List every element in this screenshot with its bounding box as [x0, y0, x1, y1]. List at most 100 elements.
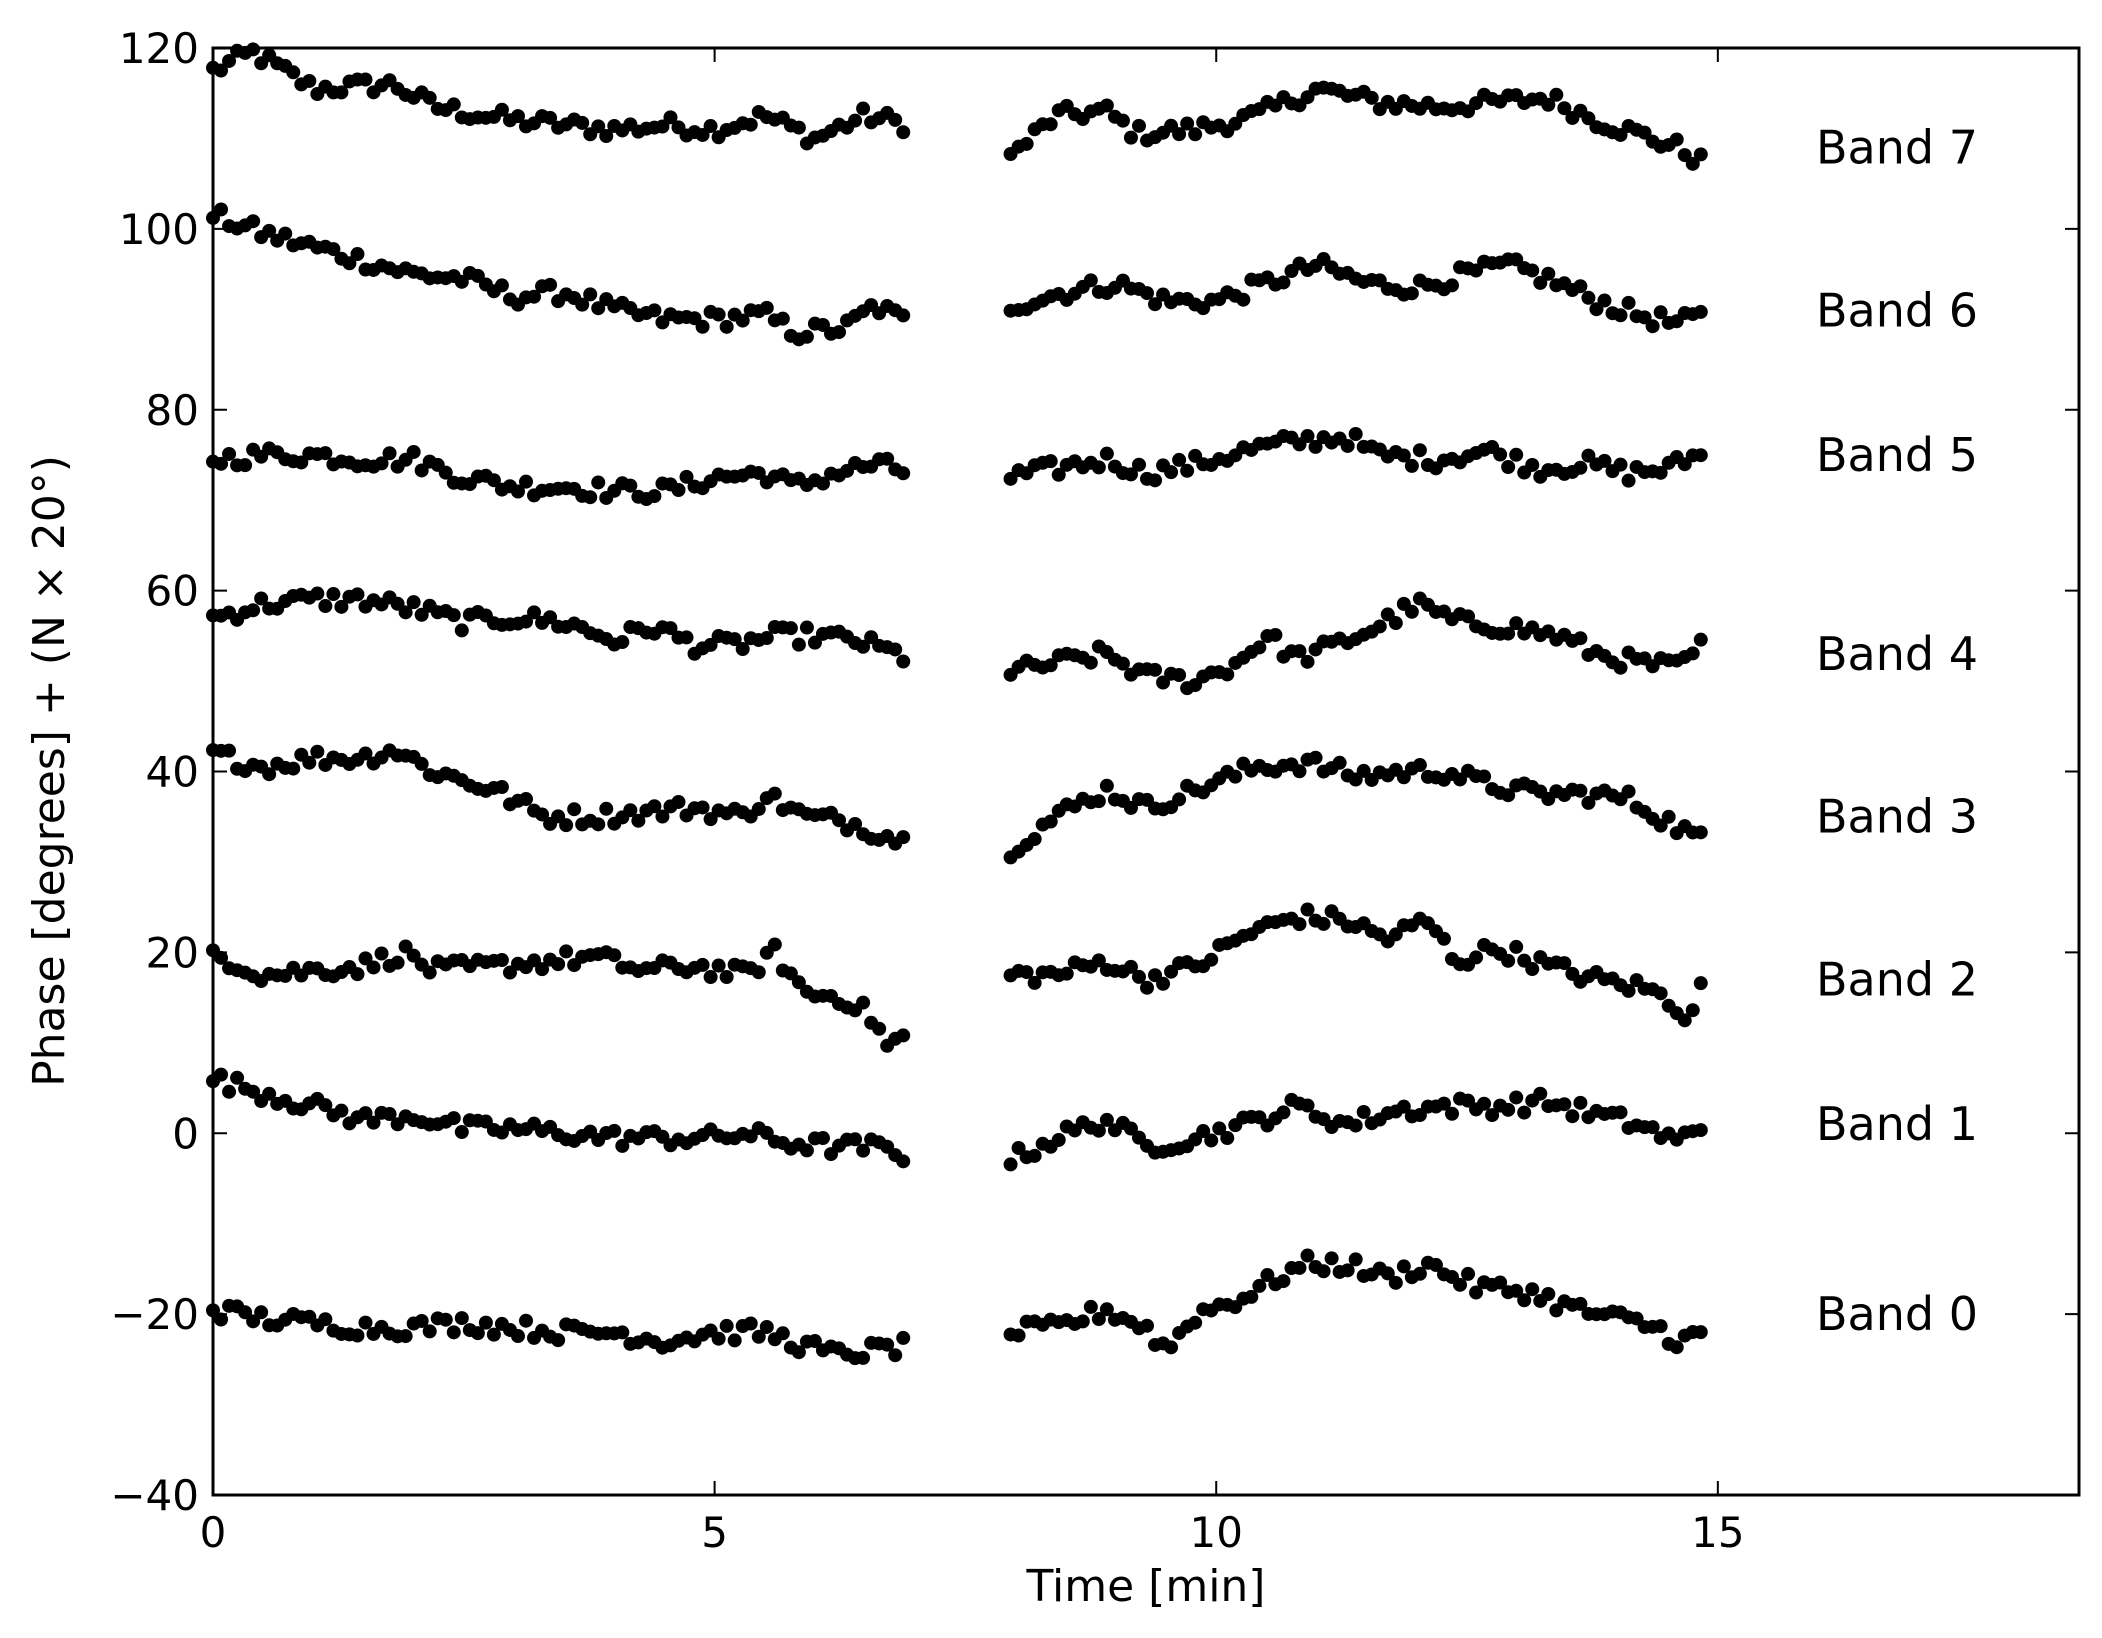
series-band-4: [206, 586, 1708, 696]
data-point: [1131, 118, 1146, 133]
data-point: [366, 960, 381, 975]
data-point: [743, 1316, 758, 1331]
data-point: [454, 623, 469, 638]
data-point: [222, 743, 237, 758]
data-point: [1453, 1277, 1468, 1292]
data-point: [446, 608, 461, 623]
data-point: [454, 274, 469, 289]
data-point: [398, 1329, 413, 1344]
data-point: [1204, 1133, 1219, 1148]
data-point: [663, 110, 678, 125]
data-point: [1276, 1105, 1291, 1120]
data-point: [1573, 1095, 1588, 1110]
data-point: [246, 1314, 261, 1329]
data-point: [1027, 832, 1042, 847]
data-point: [888, 1348, 903, 1363]
data-point: [438, 465, 453, 480]
data-point: [334, 599, 349, 614]
x-tick-label: 5: [701, 1508, 728, 1557]
data-point: [1404, 286, 1419, 301]
data-point: [1693, 976, 1708, 991]
data-point: [502, 965, 517, 980]
data-point: [1573, 1296, 1588, 1311]
data-point: [751, 465, 766, 480]
data-point: [527, 605, 542, 620]
data-point: [856, 1143, 871, 1158]
data-point: [647, 303, 662, 318]
data-point: [751, 802, 766, 817]
data-point: [896, 466, 911, 481]
data-point: [446, 1111, 461, 1126]
data-point: [1300, 902, 1315, 917]
data-point: [1525, 263, 1540, 278]
data-point: [599, 129, 614, 144]
data-point: [1469, 1285, 1484, 1300]
data-point: [1091, 1312, 1106, 1327]
data-point: [1123, 1121, 1138, 1136]
data-point: [1324, 1251, 1339, 1266]
data-point: [1509, 1090, 1524, 1105]
data-point: [1212, 1121, 1227, 1136]
y-tick-label: 120: [119, 24, 199, 73]
data-point: [1645, 319, 1660, 334]
band-label: Band 0: [1816, 1287, 1978, 1341]
data-point: [1332, 755, 1347, 770]
data-point: [1637, 125, 1652, 140]
data-point: [1027, 975, 1042, 990]
band-label: Band 7: [1816, 120, 1978, 174]
data-point: [1131, 457, 1146, 472]
data-point: [1380, 1266, 1395, 1281]
data-point: [1693, 147, 1708, 162]
data-point: [1300, 1248, 1315, 1263]
data-point: [334, 1103, 349, 1118]
data-point: [1613, 127, 1628, 142]
data-point: [1252, 1278, 1267, 1293]
data-point: [446, 1325, 461, 1340]
data-point: [703, 637, 718, 652]
data-point: [1517, 1105, 1532, 1120]
data-point: [1091, 460, 1106, 475]
data-point: [896, 654, 911, 669]
data-point: [358, 1315, 373, 1330]
data-point: [1525, 962, 1540, 977]
data-point: [1412, 758, 1427, 773]
data-point: [1573, 460, 1588, 475]
data-point: [1083, 1299, 1098, 1314]
data-point: [896, 308, 911, 323]
data-point: [872, 1021, 887, 1036]
data-point: [519, 792, 534, 807]
data-point: [663, 621, 678, 636]
data-point: [1669, 132, 1684, 147]
data-point: [414, 756, 429, 771]
data-point: [759, 630, 774, 645]
data-point: [1292, 764, 1307, 779]
data-point: [583, 490, 598, 505]
data-point: [1300, 654, 1315, 669]
data-point: [1083, 655, 1098, 670]
data-point: [246, 214, 261, 229]
data-point: [1693, 632, 1708, 647]
data-point: [1533, 1086, 1548, 1101]
data-point: [623, 803, 638, 818]
data-point: [848, 1132, 863, 1147]
data-point: [727, 632, 742, 647]
data-point: [1412, 443, 1427, 458]
data-point: [848, 817, 863, 832]
data-point: [1509, 1283, 1524, 1298]
data-point: [1501, 626, 1516, 641]
data-point: [1533, 275, 1548, 290]
data-point: [1573, 631, 1588, 646]
data-point: [623, 478, 638, 493]
data-point: [1188, 1315, 1203, 1330]
data-point: [254, 591, 269, 606]
data-point: [1573, 279, 1588, 294]
data-point: [703, 119, 718, 134]
data-point: [1557, 956, 1572, 971]
data-point: [1693, 448, 1708, 463]
data-point: [1348, 1252, 1363, 1267]
data-point: [856, 1350, 871, 1365]
data-point: [551, 957, 566, 972]
data-point: [880, 451, 895, 466]
data-point: [1677, 1013, 1692, 1028]
data-point: [791, 637, 806, 652]
